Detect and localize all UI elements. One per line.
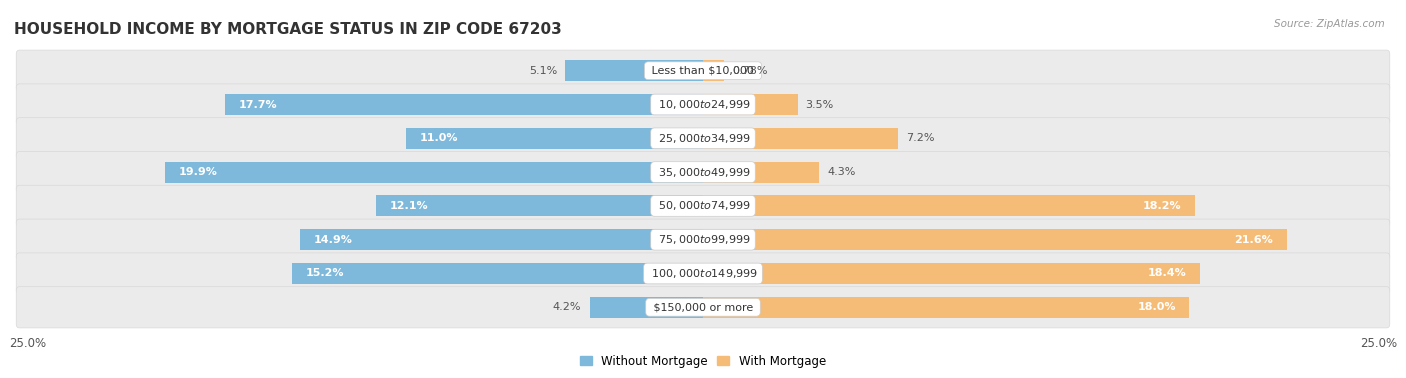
Bar <box>703 263 1201 284</box>
Bar <box>166 162 703 183</box>
Bar <box>406 128 703 149</box>
Text: 4.2%: 4.2% <box>553 302 582 312</box>
Bar <box>375 195 703 216</box>
Text: 14.9%: 14.9% <box>314 235 353 245</box>
Text: 11.0%: 11.0% <box>419 133 458 143</box>
Bar <box>589 297 703 318</box>
Bar <box>225 94 703 115</box>
Text: $35,000 to $49,999: $35,000 to $49,999 <box>655 166 751 178</box>
Text: 4.3%: 4.3% <box>827 167 856 177</box>
Text: $150,000 or more: $150,000 or more <box>650 302 756 312</box>
Text: $25,000 to $34,999: $25,000 to $34,999 <box>655 132 751 145</box>
Bar <box>292 263 703 284</box>
Bar <box>301 229 703 250</box>
Text: Less than $10,000: Less than $10,000 <box>648 66 758 76</box>
Bar <box>703 94 797 115</box>
Bar <box>703 229 1286 250</box>
Text: Source: ZipAtlas.com: Source: ZipAtlas.com <box>1274 19 1385 29</box>
Bar <box>703 128 897 149</box>
Text: $100,000 to $149,999: $100,000 to $149,999 <box>648 267 758 280</box>
Bar <box>703 60 724 81</box>
Text: 18.2%: 18.2% <box>1143 201 1181 211</box>
FancyBboxPatch shape <box>17 219 1389 260</box>
Text: $75,000 to $99,999: $75,000 to $99,999 <box>655 233 751 246</box>
Legend: Without Mortgage, With Mortgage: Without Mortgage, With Mortgage <box>575 350 831 373</box>
Text: 5.1%: 5.1% <box>529 66 557 76</box>
Text: 15.2%: 15.2% <box>307 268 344 279</box>
Text: 18.4%: 18.4% <box>1147 268 1187 279</box>
Bar <box>565 60 703 81</box>
FancyBboxPatch shape <box>17 84 1389 125</box>
Text: $50,000 to $74,999: $50,000 to $74,999 <box>655 200 751 212</box>
Text: 3.5%: 3.5% <box>806 99 834 110</box>
FancyBboxPatch shape <box>17 253 1389 294</box>
Text: 18.0%: 18.0% <box>1137 302 1175 312</box>
FancyBboxPatch shape <box>17 185 1389 226</box>
FancyBboxPatch shape <box>17 50 1389 91</box>
Bar <box>703 297 1189 318</box>
Text: HOUSEHOLD INCOME BY MORTGAGE STATUS IN ZIP CODE 67203: HOUSEHOLD INCOME BY MORTGAGE STATUS IN Z… <box>14 22 562 37</box>
Text: 21.6%: 21.6% <box>1234 235 1272 245</box>
FancyBboxPatch shape <box>17 118 1389 159</box>
Text: $10,000 to $24,999: $10,000 to $24,999 <box>655 98 751 111</box>
FancyBboxPatch shape <box>17 287 1389 328</box>
Text: 17.7%: 17.7% <box>238 99 277 110</box>
Bar <box>703 162 820 183</box>
Text: 0.78%: 0.78% <box>733 66 768 76</box>
Text: 7.2%: 7.2% <box>905 133 934 143</box>
FancyBboxPatch shape <box>17 152 1389 193</box>
Text: 19.9%: 19.9% <box>179 167 218 177</box>
Text: 12.1%: 12.1% <box>389 201 429 211</box>
Bar <box>703 195 1195 216</box>
